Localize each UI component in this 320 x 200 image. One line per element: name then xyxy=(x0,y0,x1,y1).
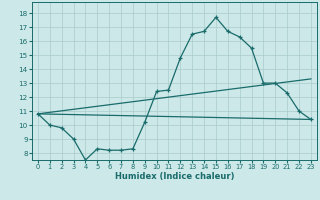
X-axis label: Humidex (Indice chaleur): Humidex (Indice chaleur) xyxy=(115,172,234,181)
